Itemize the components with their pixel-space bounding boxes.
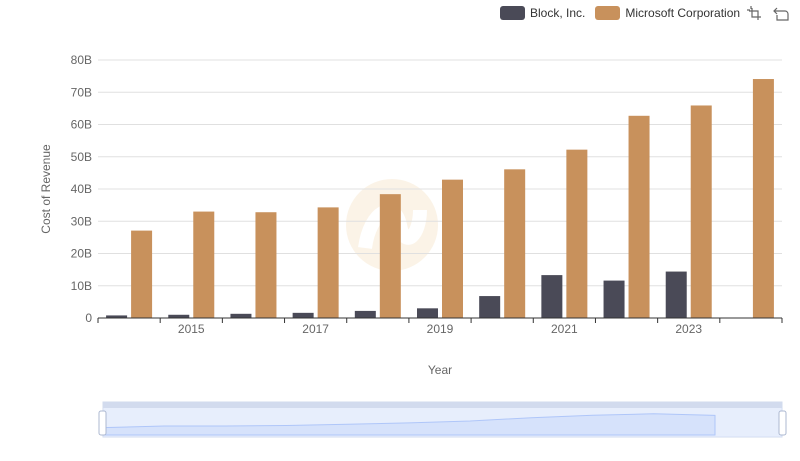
datazoom-bar[interactable]	[103, 402, 782, 408]
zoom-icon[interactable]	[747, 6, 763, 22]
y-tick-label: 80B	[71, 53, 92, 67]
x-tick-label: 2021	[551, 322, 578, 336]
datazoom-slider[interactable]	[98, 401, 787, 438]
y-tick-label: 10B	[71, 279, 92, 293]
x-axis-title: Year	[428, 363, 452, 377]
bar-block-2023[interactable]	[665, 271, 687, 318]
bar-block-2014[interactable]	[106, 315, 128, 318]
legend-swatch-microsoft	[595, 6, 621, 20]
x-tick-label: 2015	[178, 322, 205, 336]
y-tick-label: 40B	[71, 182, 92, 196]
bar-microsoft-2022[interactable]	[628, 115, 650, 318]
legend: Block, Inc. Microsoft Corporation	[500, 4, 750, 22]
bar-microsoft-2017[interactable]	[317, 207, 339, 318]
x-tick-label: 2023	[675, 322, 702, 336]
restore-icon[interactable]	[773, 6, 789, 22]
legend-item-block[interactable]: Block, Inc.	[500, 6, 585, 20]
datazoom-preview-area	[102, 413, 716, 436]
bar-microsoft-2023[interactable]	[690, 105, 712, 318]
bar-microsoft-2021[interactable]	[566, 149, 588, 318]
bar-block-2021[interactable]	[541, 275, 563, 318]
y-axis-title: Cost of Revenue	[39, 144, 53, 234]
bar-block-2015[interactable]	[168, 314, 190, 318]
bar-microsoft-2018[interactable]	[379, 194, 401, 318]
y-tick-label: 0	[85, 311, 92, 325]
legend-swatch-block	[500, 6, 525, 20]
x-tick-label: 2017	[302, 322, 329, 336]
y-tick-label: 20B	[71, 247, 92, 261]
bar-block-2018[interactable]	[354, 310, 376, 318]
legend-item-microsoft[interactable]: Microsoft Corporation	[595, 6, 740, 20]
legend-label-block: Block, Inc.	[530, 6, 586, 20]
bar-block-2019[interactable]	[417, 308, 438, 318]
bar-microsoft-2014[interactable]	[131, 230, 153, 318]
y-tick-label: 30B	[71, 214, 92, 228]
bar-microsoft-2024[interactable]	[752, 79, 774, 318]
y-tick-label: 70B	[71, 85, 92, 99]
x-tick-label: 2019	[427, 322, 454, 336]
bar-block-2022[interactable]	[603, 280, 625, 318]
datazoom-window	[103, 408, 782, 437]
bar-block-2020[interactable]	[479, 296, 501, 318]
datazoom-handle-left[interactable]	[98, 410, 107, 436]
bar-microsoft-2015[interactable]	[193, 211, 215, 318]
bar-microsoft-2020[interactable]	[504, 169, 526, 318]
bar-microsoft-2016[interactable]	[255, 212, 277, 318]
bar-block-2016[interactable]	[230, 313, 252, 318]
bar-block-2017[interactable]	[292, 312, 314, 318]
y-tick-label: 60B	[71, 118, 92, 132]
y-tick-label: 50B	[71, 150, 92, 164]
legend-label-microsoft: Microsoft Corporation	[625, 6, 741, 20]
bar-microsoft-2019[interactable]	[442, 179, 463, 318]
datazoom-handle-right[interactable]	[778, 410, 787, 436]
